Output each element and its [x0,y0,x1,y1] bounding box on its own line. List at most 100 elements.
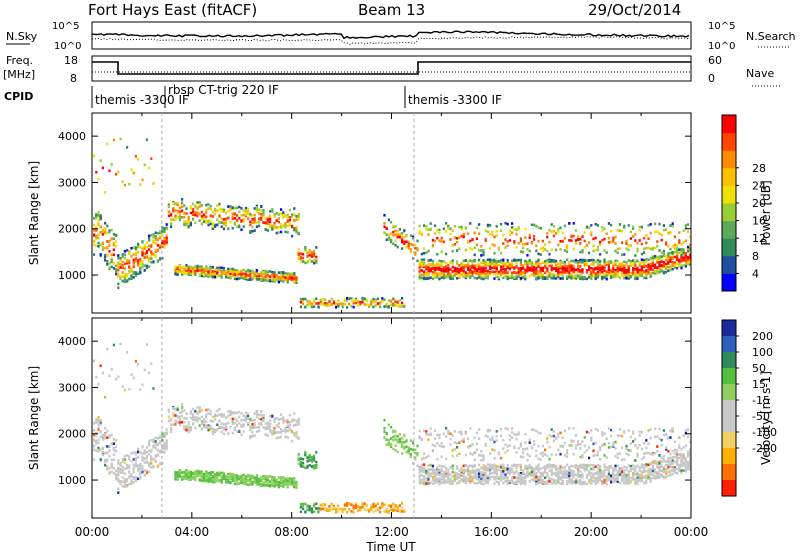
data-cell [436,469,439,472]
data-cell [407,447,410,451]
data-cell [506,222,509,226]
data-cell [489,470,492,474]
data-cell [493,482,496,485]
data-cell [194,410,197,413]
data-cell [665,255,668,258]
data-cell [145,266,148,270]
data-cell [313,454,316,458]
data-cell [244,418,247,421]
data-cell [508,239,511,242]
data-cell [242,418,245,422]
data-cell [610,275,613,279]
data-cell [214,473,217,476]
data-cell [207,412,210,415]
data-cell [434,476,437,479]
data-cell [216,471,219,475]
data-cell [656,244,659,248]
data-cell [324,503,327,506]
data-cell [682,251,685,255]
data-cell [117,265,120,269]
data-cell [420,478,423,482]
data-cell [216,218,219,222]
data-cell [104,395,107,399]
data-cell [297,215,300,219]
data-cell [255,426,258,429]
data-cell [555,267,558,270]
data-cell [651,248,654,251]
data-cell [227,267,230,271]
data-cell [563,265,566,268]
data-cell [572,259,575,263]
data-cell [398,432,401,436]
data-cell [442,473,445,477]
data-cell [403,305,406,308]
data-cell [500,259,503,262]
data-cell [236,277,239,281]
data-cell [134,251,137,255]
data-cell [372,502,375,506]
data-cell [438,277,441,281]
data-cell [291,215,294,218]
data-cell [251,277,254,280]
data-cell [475,442,478,446]
data-cell [627,265,630,268]
data-cell [596,246,599,249]
data-cell [544,265,547,269]
data-cell [603,276,606,279]
data-cell [233,206,236,210]
data-cell [341,508,344,512]
data-cell [244,270,247,273]
data-cell [640,225,643,229]
data-cell [467,266,470,270]
data-cell [277,481,280,484]
data-cell [522,273,525,277]
data-cell [392,435,395,439]
data-cell [260,278,263,282]
data-cell [530,273,533,277]
data-cell [445,472,448,476]
data-cell [585,277,588,281]
data-cell [139,183,142,186]
data-cell [277,279,280,282]
data-cell [123,278,126,281]
data-cell [112,466,115,470]
data-cell [121,279,124,283]
data-cell [493,252,496,255]
freq-frame [91,55,692,82]
data-cell [464,478,467,481]
data-cell [284,430,287,434]
data-cell [317,507,320,510]
data-cell [546,274,549,278]
data-cell [192,210,195,214]
data-cell [178,411,181,415]
data-cell [110,465,113,469]
data-cell [669,224,672,227]
data-cell [495,266,498,270]
data-cell [385,233,388,237]
data-cell [687,249,690,253]
data-cell [238,430,241,434]
data-cell [264,221,267,225]
data-cell [99,231,102,234]
data-cell [621,263,624,266]
data-cell [596,262,599,265]
data-cell [220,481,223,484]
data-cell [275,277,278,280]
data-cell [458,441,461,445]
data-cell [669,264,672,268]
data-cell [148,453,151,456]
data-cell [427,478,430,481]
data-cell [165,445,168,449]
data-cell [229,412,232,416]
data-cell [233,482,236,486]
data-cell [616,251,619,255]
data-cell [489,429,492,432]
data-cell [203,474,206,478]
data-cell [469,269,472,273]
data-cell [447,480,450,484]
data-cell [207,267,210,270]
data-cell [108,230,111,234]
data-cell [581,259,584,263]
data-cell [436,478,439,481]
data-cell [506,262,509,266]
